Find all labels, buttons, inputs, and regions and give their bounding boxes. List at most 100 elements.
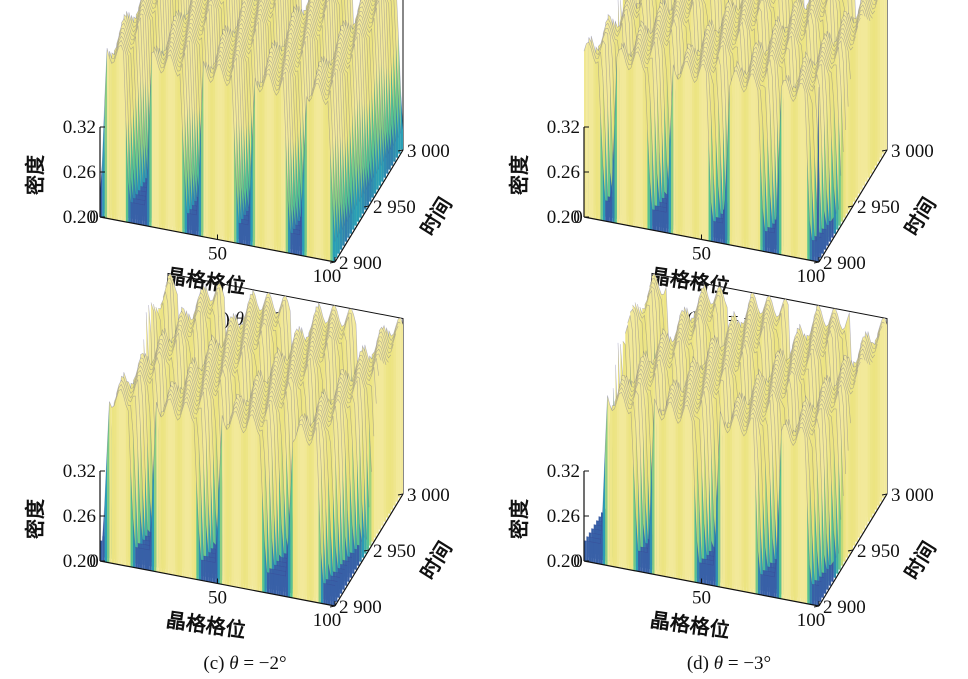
surface-cell [246, 224, 248, 245]
surface-cell [856, 26, 858, 198]
surface-cell [133, 203, 135, 224]
surface-cell [210, 80, 212, 239]
surface-cell [319, 84, 321, 260]
surface-cell [175, 71, 177, 232]
surface-cell [208, 77, 210, 238]
surface-cell [853, 36, 855, 202]
surface-cell [267, 74, 269, 249]
surface-cell [163, 63, 165, 230]
surface-cell [312, 90, 314, 258]
surface-cell [135, 203, 137, 224]
y-tick-label: 2 900 [339, 253, 382, 274]
surface-cell [243, 224, 245, 245]
surface-cell [276, 92, 278, 251]
surface-cell [168, 55, 170, 231]
surface-cell [215, 65, 217, 240]
surface-cell [262, 81, 264, 249]
surface-cell [161, 71, 163, 229]
surface-cell [858, 18, 860, 194]
z-axis-label: 密度 [23, 154, 47, 195]
surface-cell [255, 78, 257, 247]
surface-cell [279, 84, 281, 252]
density-surface [100, 0, 403, 262]
surface-cell [323, 100, 325, 260]
surface-cell [178, 74, 180, 232]
surface-cell [206, 68, 208, 238]
surface-cell [156, 58, 158, 228]
surface-cell [851, 47, 853, 206]
surface-cell [121, 45, 123, 221]
surface-cell [274, 90, 276, 250]
surface-cell [154, 52, 156, 228]
surface-cell [269, 74, 271, 250]
surface-cell [203, 61, 205, 237]
x-tick-label: 50 [208, 244, 227, 265]
surface-cell [229, 75, 231, 242]
surface-cell [297, 234, 299, 255]
y-tick-label: 2 950 [373, 197, 416, 218]
surface-cell [119, 45, 121, 221]
surface-cell [882, 0, 884, 154]
surface-cell [194, 214, 196, 235]
surface-cell [187, 213, 189, 234]
surface-cell [860, 14, 862, 190]
surface-cell [307, 97, 309, 257]
y-tick-label: 3 000 [407, 141, 450, 162]
surface-cell [112, 62, 114, 220]
x-tick-label: 100 [313, 266, 342, 287]
surface-cell [265, 74, 267, 249]
surface-cell [171, 55, 173, 231]
surface-cell [257, 87, 259, 247]
surface-cell [152, 52, 154, 228]
surface-cell [131, 202, 133, 223]
surface-cell [138, 204, 140, 225]
surface-cell [192, 214, 194, 235]
y-axis-label: 时间 [415, 193, 457, 240]
surface-cell [295, 234, 297, 255]
z-tick-label: 0.26 [63, 162, 96, 183]
surface-cell [290, 233, 292, 254]
surface-cell [863, 10, 865, 186]
x-tick-label: 0 [89, 207, 99, 228]
surface-cell [213, 72, 215, 239]
surface-cell [114, 54, 116, 220]
surface-cell [260, 89, 262, 248]
surface-cell [321, 91, 323, 260]
surface-cell [107, 48, 109, 219]
surface-cell [173, 61, 175, 231]
surface-cell [159, 67, 161, 228]
surface-cell [166, 56, 168, 230]
surface-cell [868, 13, 870, 178]
surface-cell [239, 223, 241, 244]
surface-cell [875, 0, 877, 166]
surface-cell [227, 83, 229, 242]
surface-cell [281, 77, 283, 252]
surface-cell [873, 11, 875, 170]
surface-cell [326, 101, 328, 261]
surface-cell [109, 57, 111, 219]
surface-cell [225, 81, 227, 242]
surface-cell [316, 83, 318, 259]
surface-cell [865, 10, 867, 182]
y-tick [330, 262, 335, 263]
surface-cell [218, 64, 220, 240]
surface-cell [309, 98, 311, 257]
surface-cell [142, 205, 144, 226]
surface-cell [293, 233, 295, 254]
surface-cell [870, 15, 872, 174]
surface-cell [220, 64, 222, 240]
surface-cell [102, 100, 104, 218]
surface-cell [189, 214, 191, 235]
surface-cell [116, 47, 118, 221]
surface-cell [272, 81, 274, 250]
surface-cell [314, 83, 316, 258]
z-tick-label: 0.32 [63, 117, 96, 138]
surface-cell [885, 0, 887, 150]
surface-cell [241, 223, 243, 244]
surface-cell [222, 71, 224, 241]
density-surface [584, 0, 887, 262]
surface-cell [880, 0, 882, 158]
